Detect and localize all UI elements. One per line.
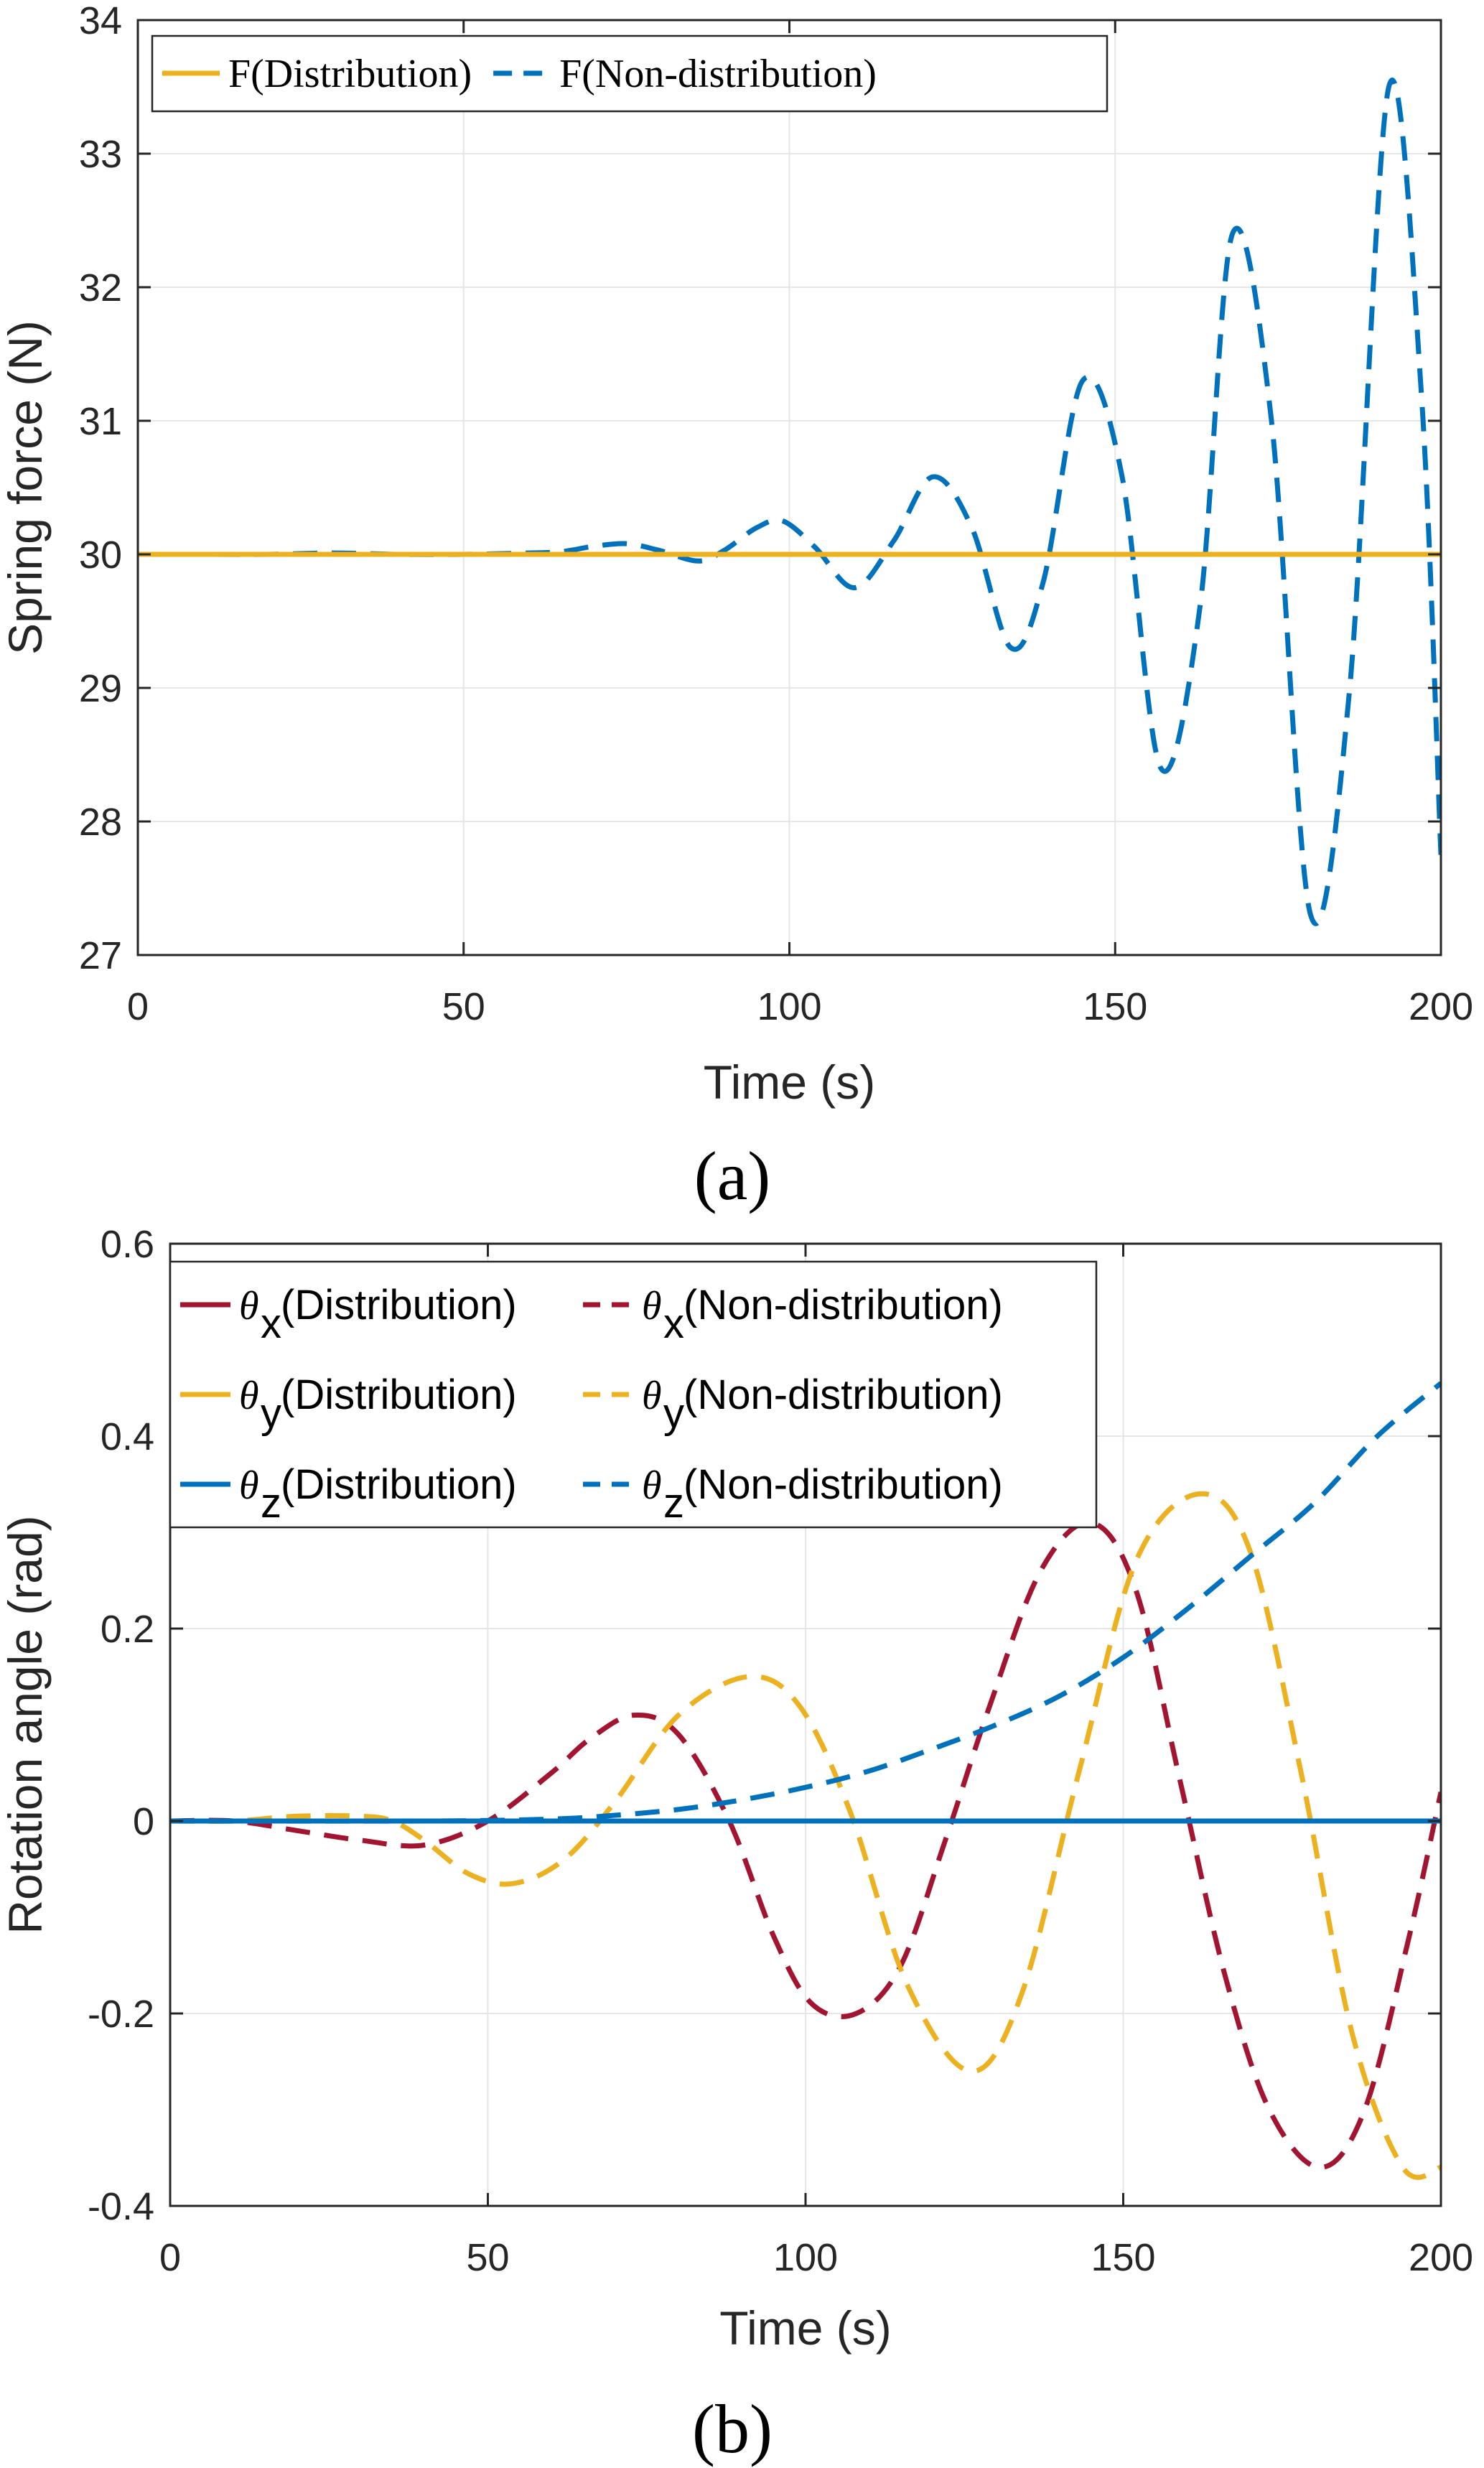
legend-symbol: θ <box>642 1374 662 1418</box>
legend-label: (Distribution) <box>281 1461 517 1508</box>
y-tick-label: 31 <box>79 400 122 443</box>
x-tick-label: 150 <box>1091 2236 1155 2279</box>
y-tick-label: 27 <box>79 934 122 977</box>
legend-box <box>169 1260 1098 1529</box>
legend-subscript: y <box>663 1390 684 1437</box>
y-axis-label: Rotation angle (rad) <box>0 1515 52 1934</box>
series-line--y-non-distribution- <box>170 1491 1441 2180</box>
y-tick-label: 34 <box>79 0 122 42</box>
legend-symbol: θ <box>239 1284 259 1328</box>
panel-caption: (b) <box>692 2390 773 2467</box>
legend-label: (Non-distribution) <box>683 1372 1003 1418</box>
x-tick-label: 0 <box>127 985 149 1028</box>
legend-subscript: z <box>663 1480 684 1527</box>
legend-subscript: z <box>261 1480 281 1527</box>
x-tick-label: 0 <box>159 2236 181 2279</box>
y-tick-label: 0.6 <box>101 1223 154 1266</box>
x-tick-label: 50 <box>442 985 485 1028</box>
legend-box <box>151 34 1109 113</box>
y-tick-label: 32 <box>79 266 122 309</box>
legend-symbol: θ <box>239 1374 259 1418</box>
series-group <box>138 78 1441 926</box>
y-tick-label: -0.4 <box>88 2185 154 2228</box>
legend-symbol: θ <box>239 1463 259 1508</box>
y-tick-label: 0.2 <box>101 1608 154 1651</box>
series-line--z-non-distribution- <box>170 1381 1441 1824</box>
legend: θ x (Distribution) θ x (Non-distribution)θ y (D… <box>169 1260 1098 1529</box>
x-axis-label: Time (s) <box>704 1056 876 1109</box>
series-group <box>170 1381 1441 2180</box>
legend-symbol: θ <box>642 1463 662 1508</box>
series-line-f-non-distribution- <box>138 78 1441 926</box>
legend-label: (Distribution) <box>281 1372 517 1418</box>
y-tick-label: 0 <box>133 1800 154 1843</box>
x-tick-label: 100 <box>757 985 821 1028</box>
chart-panel-b: 0 50 100 150 200 -0.4 -0.2 0 0.2 0.4 0.6 Time (s) Ro… <box>0 1223 1473 2467</box>
legend-label: (Distribution) <box>281 1282 517 1328</box>
legend-label: F(Distribution) <box>228 52 472 96</box>
y-tick-label: 33 <box>79 133 122 176</box>
x-tick-label: 150 <box>1083 985 1147 1028</box>
x-tick-label: 100 <box>773 2236 838 2279</box>
legend-label: F(Non-distribution) <box>559 52 877 96</box>
x-tick-label: 200 <box>1409 2236 1473 2279</box>
legend: F(Distribution) F(Non-distribution) <box>151 34 1109 113</box>
y-tick-label: -0.2 <box>88 1993 154 2036</box>
legend-label: (Non-distribution) <box>683 1461 1003 1508</box>
x-tick-label: 200 <box>1409 985 1473 1028</box>
legend-subscript: y <box>261 1390 281 1437</box>
chart-panel-a: 0 50 100 150 200 27 28 29 30 31 32 33 34 Time (s) Spri… <box>0 0 1473 1214</box>
legend-label: (Non-distribution) <box>683 1282 1003 1328</box>
y-tick-label: 29 <box>79 667 122 710</box>
y-axis-label: Spring force (N) <box>0 320 52 655</box>
panel-caption: (a) <box>694 1137 771 1214</box>
legend-subscript: x <box>663 1300 684 1347</box>
legend-symbol: θ <box>642 1284 662 1328</box>
x-tick-label: 50 <box>466 2236 509 2279</box>
legend-subscript: x <box>261 1300 281 1347</box>
x-axis-label: Time (s) <box>719 2301 892 2355</box>
y-tick-label: 28 <box>79 801 122 844</box>
y-tick-label: 0.4 <box>101 1415 154 1458</box>
y-tick-label: 30 <box>79 534 122 577</box>
